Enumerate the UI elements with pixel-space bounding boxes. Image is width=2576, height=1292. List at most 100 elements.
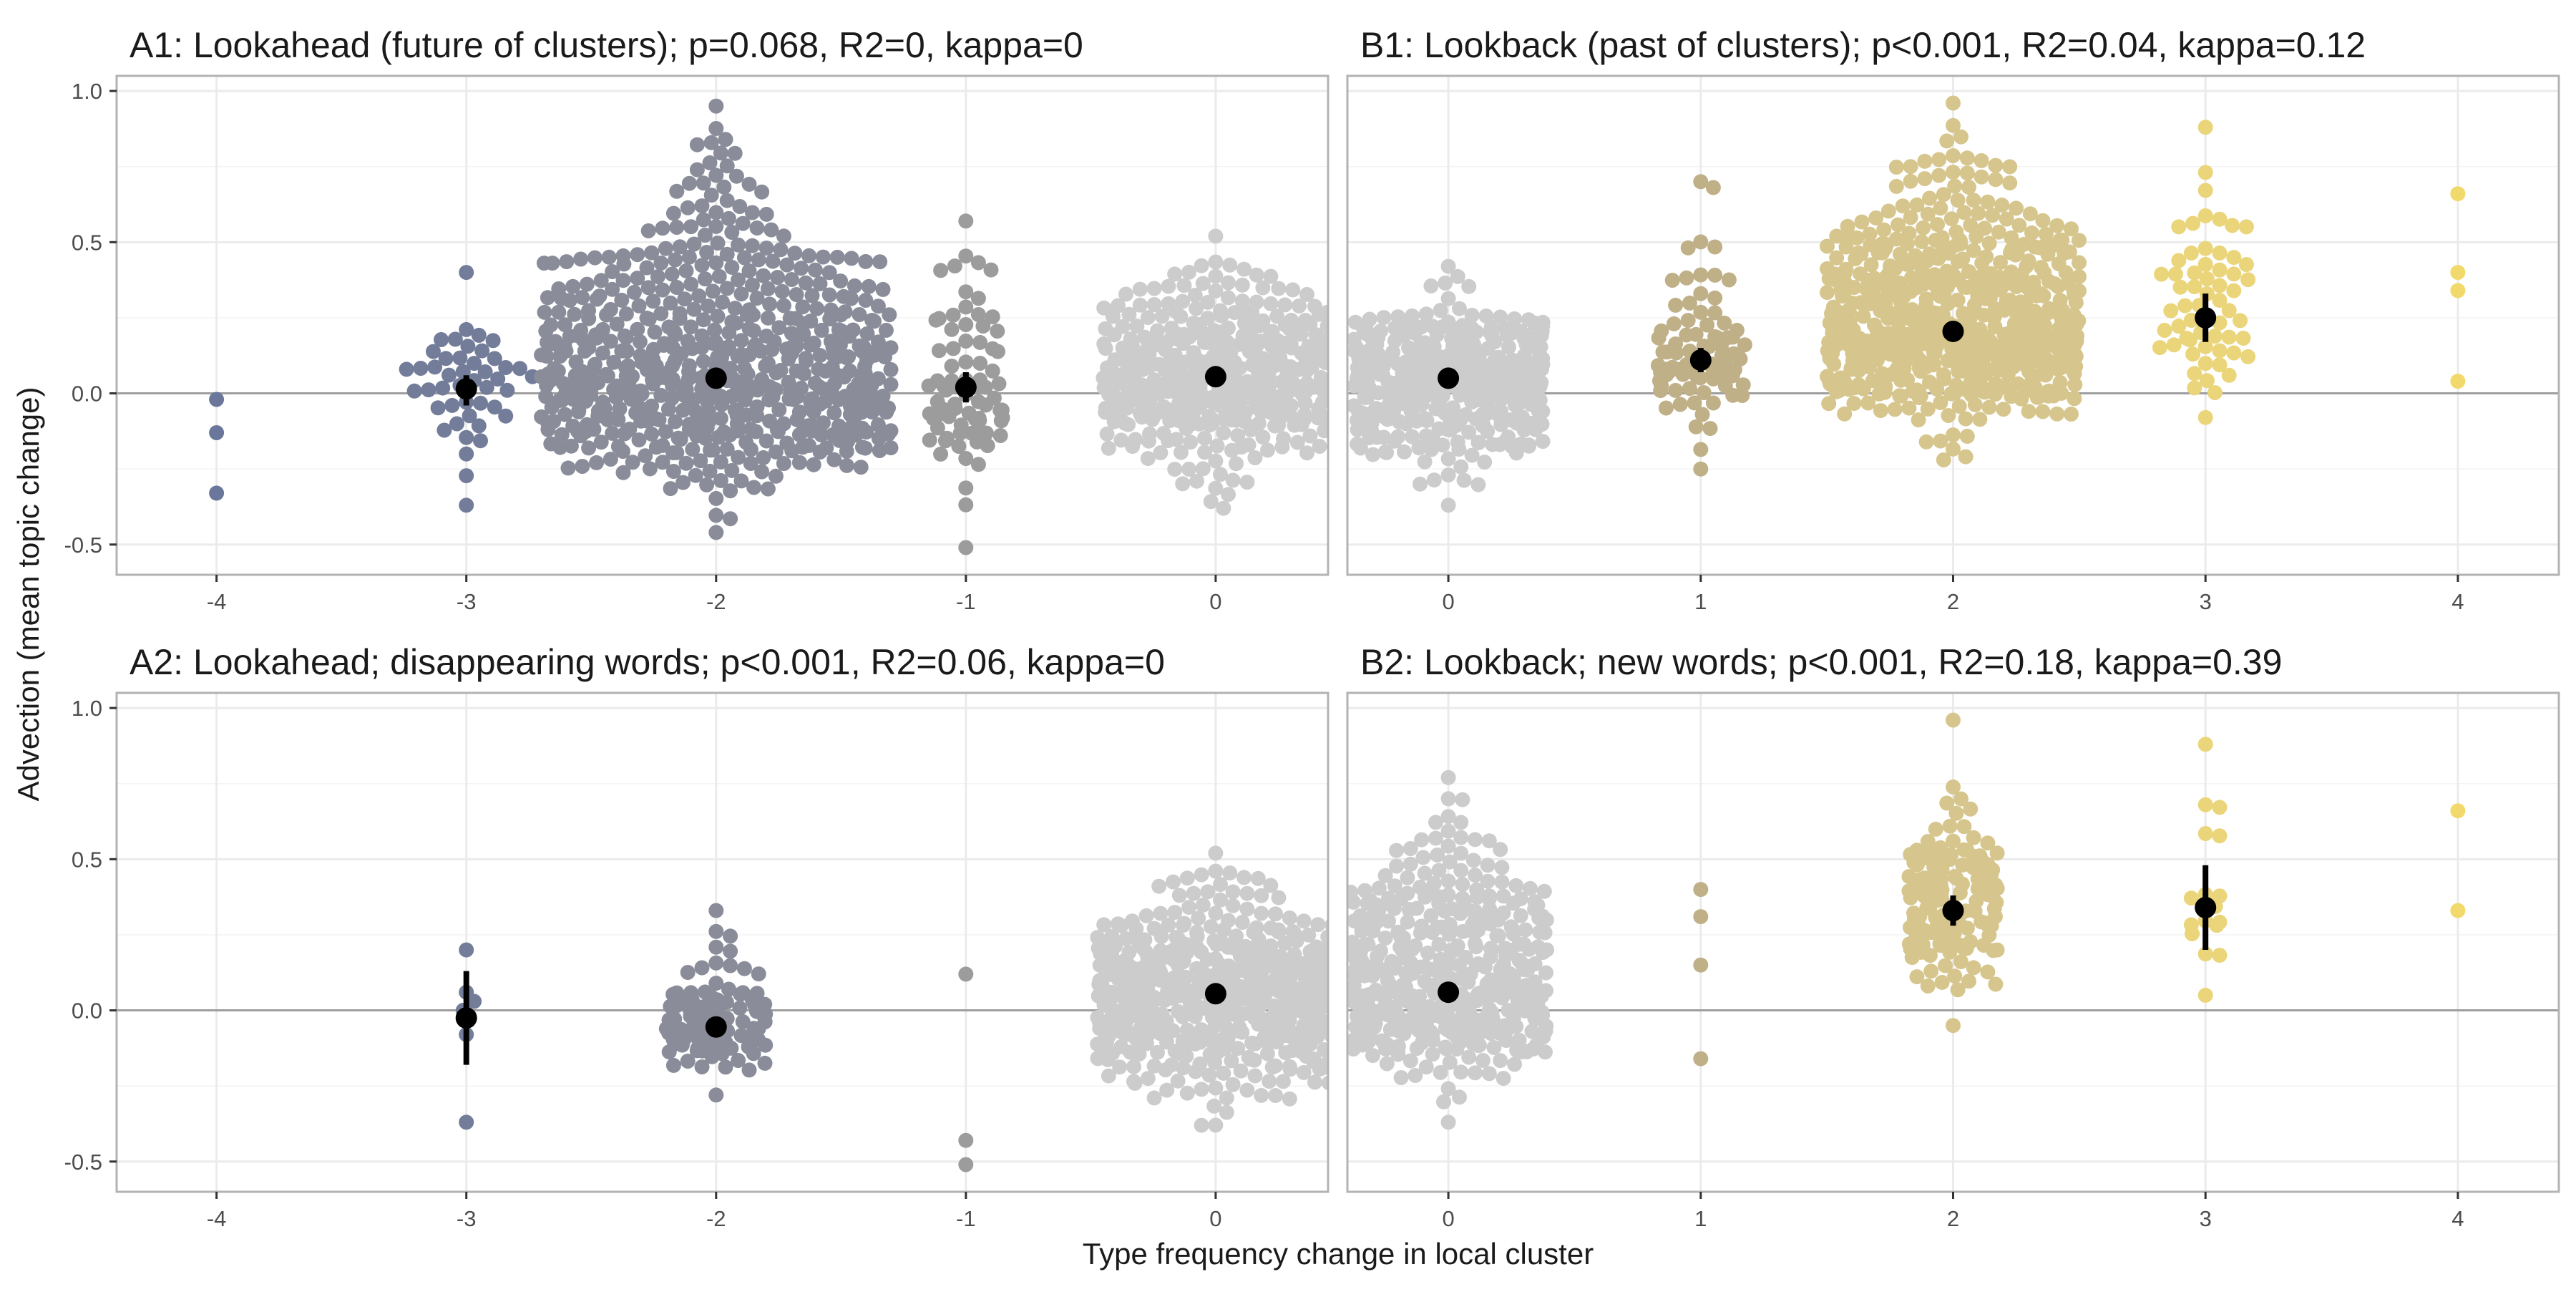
data-point — [1876, 223, 1891, 238]
data-point — [682, 250, 697, 265]
data-point — [806, 457, 821, 472]
data-point — [1235, 278, 1250, 293]
data-point — [1536, 434, 1551, 449]
data-point — [1493, 1053, 1508, 1068]
data-point — [1946, 1018, 1961, 1033]
data-point — [1966, 193, 1981, 208]
data-point — [1982, 400, 1997, 415]
data-point — [984, 263, 999, 278]
data-point — [1247, 1053, 1262, 1068]
data-point — [1659, 401, 1674, 416]
data-point — [1226, 472, 1241, 487]
data-point — [683, 219, 698, 234]
data-point — [1944, 211, 1959, 226]
x-tick-label: -1 — [956, 1206, 976, 1231]
data-point — [734, 286, 749, 301]
data-point — [666, 1058, 681, 1073]
data-point — [537, 256, 552, 271]
mean-marker — [1205, 983, 1226, 1004]
data-point — [1707, 268, 1722, 283]
data-point — [945, 322, 960, 337]
data-point — [1453, 815, 1468, 830]
mean-marker — [2195, 307, 2216, 329]
data-point — [1901, 401, 1916, 416]
panel-a1: A1: Lookahead (future of clusters); p=0.… — [64, 25, 1335, 614]
data-point — [1189, 474, 1204, 489]
data-point — [696, 354, 711, 369]
data-point — [669, 184, 684, 199]
data-point — [971, 457, 986, 472]
data-point — [1496, 1071, 1511, 1086]
data-point — [1943, 819, 1958, 834]
data-point — [1941, 408, 1956, 423]
data-point — [742, 177, 757, 192]
data-point — [1946, 96, 1961, 111]
data-point — [435, 381, 450, 396]
data-point — [728, 146, 743, 161]
data-point — [540, 290, 555, 305]
data-point — [1689, 419, 1704, 434]
data-point — [2233, 313, 2248, 328]
data-point — [2051, 279, 2066, 294]
data-point — [1693, 462, 1708, 477]
data-point — [1856, 382, 1871, 397]
data-point — [1860, 396, 1875, 411]
data-point — [721, 325, 736, 340]
data-point — [1707, 240, 1722, 255]
data-point — [1936, 452, 1951, 467]
data-point — [1216, 425, 1231, 440]
data-point — [1917, 154, 1932, 169]
data-point — [958, 334, 973, 349]
x-tick-label: 0 — [1209, 589, 1221, 614]
data-point — [2171, 219, 2186, 234]
data-point — [1262, 1074, 1277, 1089]
data-point — [746, 1046, 761, 1061]
data-point — [958, 497, 973, 513]
y-tick-label: 0.0 — [72, 382, 102, 407]
data-point — [1968, 397, 1983, 412]
data-point — [1139, 908, 1154, 923]
data-point — [2171, 253, 2186, 268]
data-point — [1966, 960, 1981, 975]
data-point — [750, 220, 765, 235]
data-point — [872, 443, 887, 458]
data-point — [729, 169, 744, 184]
data-point — [720, 281, 735, 296]
x-tick-label: -2 — [706, 1206, 726, 1231]
data-point — [1535, 404, 1550, 419]
data-point — [1268, 1088, 1283, 1103]
mean-marker — [706, 367, 727, 389]
data-point — [1958, 450, 1974, 465]
data-point — [1438, 276, 1453, 291]
y-tick-label: -0.5 — [64, 533, 102, 558]
data-point — [1239, 886, 1254, 901]
data-point — [801, 248, 816, 263]
data-point — [673, 432, 688, 447]
data-point — [1254, 906, 1269, 921]
data-point — [1486, 1040, 1501, 1055]
data-point — [1988, 172, 2003, 187]
data-point — [990, 324, 1005, 339]
data-point — [641, 223, 656, 238]
panel-b1: B1: Lookback (past of clusters); p<0.001… — [1347, 25, 2559, 614]
data-point — [1693, 1051, 1708, 1067]
data-point — [2236, 331, 2251, 346]
data-point — [1706, 180, 1721, 195]
data-point — [746, 324, 761, 339]
y-tick-label: 0.5 — [72, 847, 102, 872]
data-point — [2072, 255, 2087, 270]
data-point — [2167, 337, 2182, 352]
data-point — [1147, 281, 1162, 296]
data-point — [1960, 150, 1975, 165]
data-point — [1903, 159, 1918, 174]
data-point — [459, 468, 474, 483]
data-point — [2450, 903, 2465, 918]
data-point — [1311, 410, 1326, 425]
data-point — [1468, 1065, 1483, 1080]
data-point — [2067, 391, 2082, 406]
data-point — [2207, 385, 2223, 400]
data-point — [1652, 331, 1667, 346]
data-point — [1931, 168, 1946, 183]
data-point — [1974, 153, 1989, 168]
